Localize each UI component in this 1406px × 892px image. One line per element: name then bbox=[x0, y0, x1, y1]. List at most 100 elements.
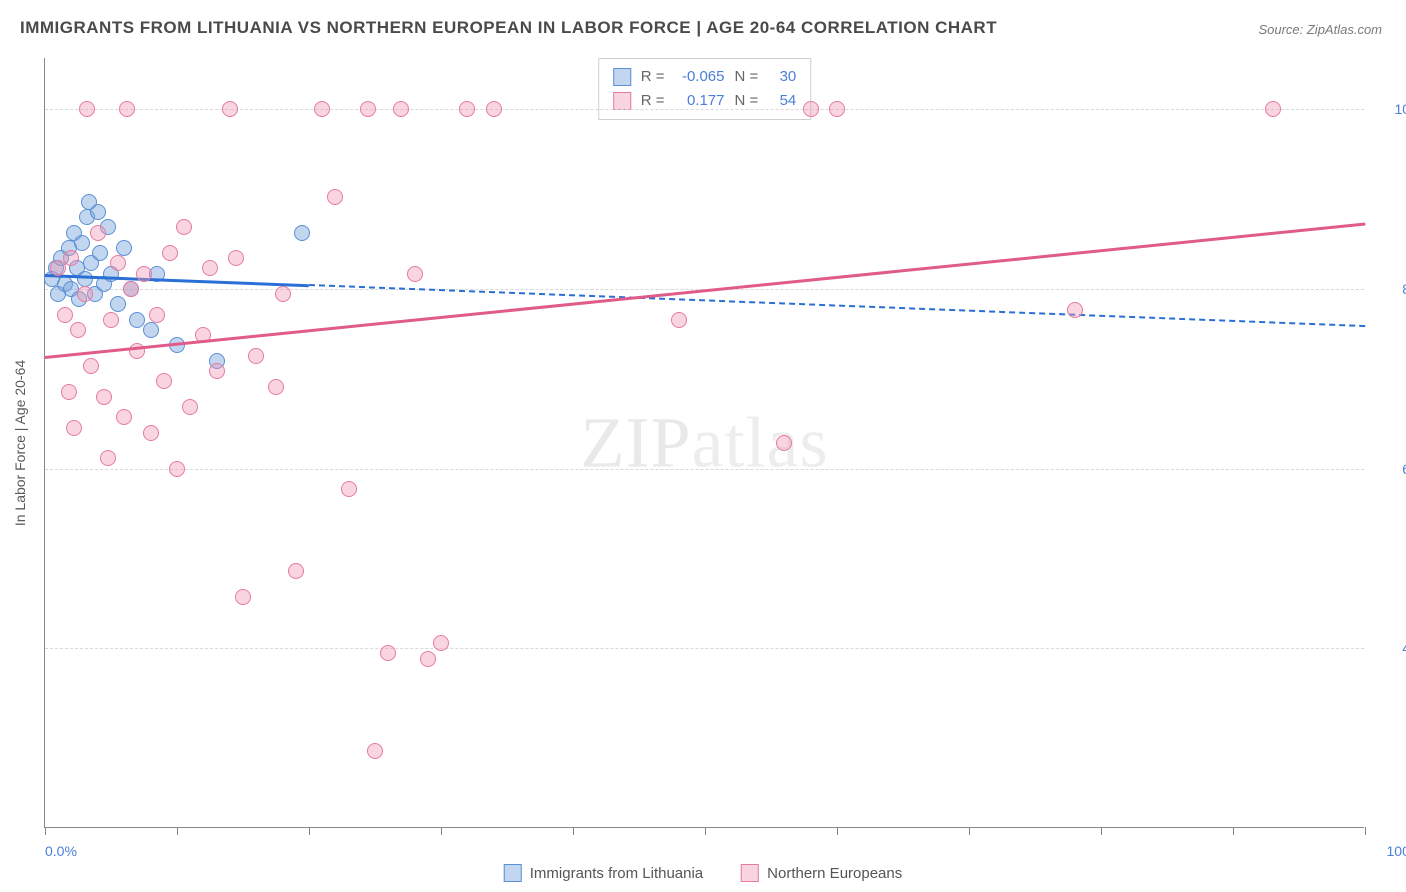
scatter-point-northern bbox=[103, 312, 119, 328]
scatter-point-northern bbox=[1067, 302, 1083, 318]
scatter-point-northern bbox=[96, 389, 112, 405]
scatter-point-northern bbox=[407, 266, 423, 282]
scatter-point-lithuania bbox=[92, 245, 108, 261]
x-tick bbox=[837, 827, 838, 835]
scatter-point-northern bbox=[1265, 101, 1281, 117]
swatch-lithuania bbox=[613, 68, 631, 86]
x-tick bbox=[1365, 827, 1366, 835]
scatter-point-northern bbox=[433, 635, 449, 651]
r-label: R = bbox=[641, 65, 665, 89]
scatter-point-northern bbox=[420, 651, 436, 667]
scatter-point-northern bbox=[169, 461, 185, 477]
scatter-point-northern bbox=[341, 481, 357, 497]
scatter-point-northern bbox=[79, 101, 95, 117]
y-axis-title: In Labor Force | Age 20-64 bbox=[12, 359, 28, 525]
trend-line bbox=[309, 284, 1365, 327]
scatter-point-northern bbox=[360, 101, 376, 117]
scatter-point-northern bbox=[83, 358, 99, 374]
scatter-point-lithuania bbox=[74, 235, 90, 251]
scatter-point-northern bbox=[829, 101, 845, 117]
scatter-point-lithuania bbox=[110, 296, 126, 312]
scatter-point-northern bbox=[66, 420, 82, 436]
chart-container: IMMIGRANTS FROM LITHUANIA VS NORTHERN EU… bbox=[0, 0, 1406, 892]
x-tick bbox=[441, 827, 442, 835]
scatter-point-lithuania bbox=[81, 194, 97, 210]
x-tick bbox=[1233, 827, 1234, 835]
n-label: N = bbox=[735, 65, 759, 89]
scatter-point-northern bbox=[136, 266, 152, 282]
scatter-point-northern bbox=[393, 101, 409, 117]
scatter-point-northern bbox=[143, 425, 159, 441]
scatter-point-northern bbox=[288, 563, 304, 579]
scatter-point-northern bbox=[116, 409, 132, 425]
scatter-point-northern bbox=[90, 225, 106, 241]
legend-label-northern: Northern Europeans bbox=[767, 865, 902, 882]
legend-item-lithuania: Immigrants from Lithuania bbox=[504, 864, 703, 882]
scatter-point-northern bbox=[209, 363, 225, 379]
gridline bbox=[45, 469, 1364, 470]
scatter-point-northern bbox=[248, 348, 264, 364]
scatter-point-northern bbox=[77, 286, 93, 302]
scatter-point-northern bbox=[671, 312, 687, 328]
x-tick bbox=[45, 827, 46, 835]
scatter-point-northern bbox=[123, 281, 139, 297]
scatter-point-northern bbox=[367, 743, 383, 759]
n-value-lithuania: 30 bbox=[768, 65, 796, 89]
scatter-point-northern bbox=[156, 373, 172, 389]
r-value-lithuania: -0.065 bbox=[675, 65, 725, 89]
x-tick bbox=[309, 827, 310, 835]
watermark-text-a: ZIP bbox=[581, 402, 692, 482]
plot-area: ZIPatlas In Labor Force | Age 20-64 R = … bbox=[44, 58, 1364, 828]
scatter-point-lithuania bbox=[294, 225, 310, 241]
x-tick-label-max: 100.0% bbox=[1364, 843, 1406, 859]
scatter-point-northern bbox=[275, 286, 291, 302]
stats-row-lithuania: R = -0.065 N = 30 bbox=[613, 65, 797, 89]
correlation-stats-box: R = -0.065 N = 30 R = 0.177 N = 54 bbox=[598, 58, 812, 120]
scatter-point-northern bbox=[57, 307, 73, 323]
scatter-point-northern bbox=[63, 250, 79, 266]
x-tick-label-min: 0.0% bbox=[45, 843, 77, 859]
scatter-point-northern bbox=[182, 399, 198, 415]
scatter-point-northern bbox=[50, 260, 66, 276]
bottom-legend: Immigrants from Lithuania Northern Europ… bbox=[504, 864, 903, 882]
scatter-point-northern bbox=[61, 384, 77, 400]
scatter-point-northern bbox=[70, 322, 86, 338]
y-tick-label: 47.5% bbox=[1372, 640, 1406, 656]
legend-item-northern: Northern Europeans bbox=[741, 864, 902, 882]
scatter-point-northern bbox=[119, 101, 135, 117]
scatter-point-northern bbox=[149, 307, 165, 323]
legend-swatch-northern bbox=[741, 864, 759, 882]
x-tick bbox=[177, 827, 178, 835]
y-tick-label: 100.0% bbox=[1372, 101, 1406, 117]
x-tick bbox=[705, 827, 706, 835]
scatter-point-lithuania bbox=[143, 322, 159, 338]
watermark-text-b: atlas bbox=[692, 402, 829, 482]
y-tick-label: 82.5% bbox=[1372, 281, 1406, 297]
scatter-point-northern bbox=[222, 101, 238, 117]
scatter-point-northern bbox=[235, 589, 251, 605]
scatter-point-northern bbox=[776, 435, 792, 451]
scatter-point-northern bbox=[459, 101, 475, 117]
swatch-northern bbox=[613, 92, 631, 110]
scatter-point-northern bbox=[110, 255, 126, 271]
scatter-point-northern bbox=[486, 101, 502, 117]
scatter-point-northern bbox=[100, 450, 116, 466]
scatter-point-northern bbox=[380, 645, 396, 661]
trend-line bbox=[45, 222, 1365, 358]
y-tick-label: 65.0% bbox=[1372, 461, 1406, 477]
scatter-point-northern bbox=[314, 101, 330, 117]
scatter-point-northern bbox=[327, 189, 343, 205]
x-tick bbox=[573, 827, 574, 835]
scatter-point-northern bbox=[162, 245, 178, 261]
scatter-point-northern bbox=[202, 260, 218, 276]
legend-label-lithuania: Immigrants from Lithuania bbox=[530, 865, 703, 882]
scatter-point-northern bbox=[228, 250, 244, 266]
source-attribution: Source: ZipAtlas.com bbox=[1258, 22, 1382, 37]
x-tick bbox=[1101, 827, 1102, 835]
x-tick bbox=[969, 827, 970, 835]
chart-title: IMMIGRANTS FROM LITHUANIA VS NORTHERN EU… bbox=[20, 18, 997, 38]
legend-swatch-lithuania bbox=[504, 864, 522, 882]
scatter-point-northern bbox=[803, 101, 819, 117]
scatter-point-northern bbox=[176, 219, 192, 235]
scatter-point-lithuania bbox=[116, 240, 132, 256]
